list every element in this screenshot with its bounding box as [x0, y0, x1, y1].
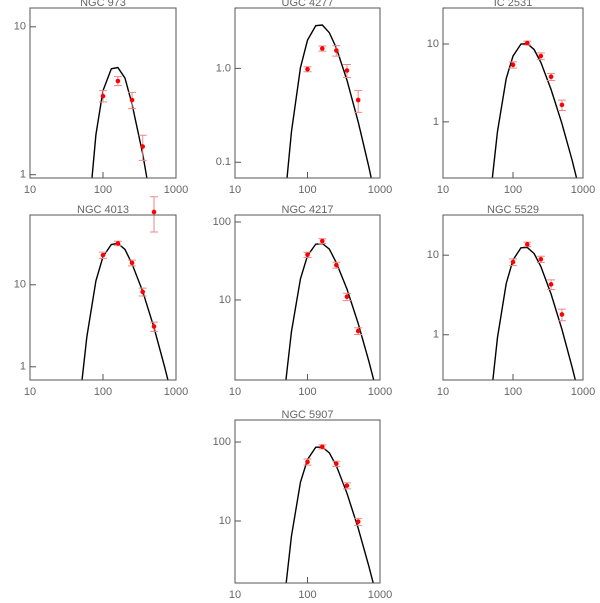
data-point [355, 328, 361, 334]
y-tick-label: 10 [219, 294, 231, 306]
panel: NGC 5529 10 100 1000 1 10 [427, 204, 595, 398]
data-point [538, 53, 544, 59]
y-tick-label: 10 [427, 249, 439, 261]
plot-frame [442, 7, 584, 179]
data-point [548, 282, 554, 287]
x-tick-label: 10 [229, 589, 241, 601]
data-point [319, 46, 325, 51]
x-tick-label: 10 [437, 184, 449, 196]
panel: UGC 4277 10 100 1000 0.1 1.0 [216, 0, 393, 196]
y-tick-label: 10 [219, 515, 231, 527]
data-point [319, 238, 325, 244]
plot-frame [234, 419, 381, 584]
panel: NGC 4013 10 100 1000 1 10 [14, 204, 188, 398]
x-tick-label: 10 [229, 386, 241, 398]
fit-curve [286, 24, 372, 178]
data-point [344, 68, 350, 73]
data-point [100, 93, 106, 99]
data-point [334, 48, 339, 53]
data-point [305, 66, 310, 72]
data-point [115, 241, 121, 246]
data-point [538, 256, 544, 262]
y-tick-label: 10 [14, 279, 26, 291]
panel: IC 2531 10 100 1000 1 10 [427, 0, 595, 196]
data-point [129, 260, 135, 266]
y-tick-label: 0.1 [216, 156, 231, 168]
x-tick-label: 100 [94, 184, 112, 196]
data-point [559, 312, 565, 317]
plot-frame [234, 7, 381, 179]
x-tick-label: 100 [298, 589, 316, 601]
data-point [140, 144, 146, 149]
y-tick-label: 1 [20, 169, 26, 181]
data-point [355, 97, 361, 103]
fit-curve [492, 246, 577, 380]
fit-curve [285, 446, 374, 583]
panel-title: NGC 4217 [282, 204, 334, 216]
data-point [355, 519, 361, 524]
x-tick-label: 10 [24, 386, 36, 398]
data-point [334, 461, 339, 467]
data-point [305, 459, 310, 465]
data-point [115, 78, 121, 84]
x-tick-label: 1000 [368, 589, 392, 601]
x-tick-label: 1000 [571, 386, 595, 398]
data-point [129, 97, 135, 103]
x-tick-label: 100 [504, 184, 522, 196]
panel: NGC 973 10 100 1000 1 10 [14, 0, 188, 233]
plot-frame [29, 214, 177, 381]
x-tick-label: 1000 [164, 184, 188, 196]
y-tick-label: 10 [14, 21, 26, 33]
data-point [344, 294, 350, 300]
fit-curve [491, 42, 578, 178]
y-tick-label: 100 [213, 436, 231, 448]
x-tick-label: 10 [437, 386, 449, 398]
panel-title: NGC 973 [80, 0, 126, 9]
data-point [559, 102, 565, 108]
data-point [510, 62, 516, 68]
data-point [151, 209, 157, 215]
y-tick-label: 1.0 [216, 62, 231, 74]
data-point [548, 74, 554, 80]
y-tick-label: 1 [433, 116, 439, 128]
panel: NGC 5907 10 100 1000 10 100 [213, 409, 393, 601]
y-tick-label: 1 [433, 329, 439, 341]
panel-title: UGC 4277 [282, 0, 334, 9]
data-point [510, 259, 516, 265]
data-point [100, 252, 106, 258]
x-tick-label: 1000 [164, 386, 188, 398]
y-tick-label: 1 [20, 361, 26, 373]
x-tick-label: 100 [298, 386, 316, 398]
panel-title: IC 2531 [494, 0, 533, 9]
fit-curve [81, 242, 169, 380]
data-point [524, 242, 530, 247]
x-tick-label: 100 [504, 386, 522, 398]
x-tick-label: 1000 [368, 184, 392, 196]
data-point [151, 324, 157, 329]
x-tick-label: 1000 [571, 184, 595, 196]
plot-frame [29, 7, 177, 179]
x-tick-label: 10 [24, 184, 36, 196]
data-point [524, 40, 530, 46]
data-point [334, 262, 339, 268]
y-tick-label: 10 [427, 38, 439, 50]
x-tick-label: 1000 [368, 386, 392, 398]
x-tick-label: 100 [94, 386, 112, 398]
data-point [319, 444, 325, 450]
x-tick-label: 100 [298, 184, 316, 196]
x-tick-label: 10 [229, 184, 241, 196]
error-bar [150, 196, 159, 233]
plot-frame [442, 214, 584, 381]
y-tick-label: 100 [213, 216, 231, 228]
data-point [305, 252, 310, 258]
panel: NGC 4217 10 100 1000 10 100 [213, 204, 393, 398]
fit-curve [91, 66, 148, 178]
data-point [344, 483, 350, 488]
data-point [140, 289, 146, 295]
panel-title: NGC 5529 [487, 204, 539, 216]
panel-title: NGC 4013 [77, 204, 129, 216]
panel-title: NGC 5907 [282, 409, 334, 421]
plot-frame [234, 214, 381, 381]
